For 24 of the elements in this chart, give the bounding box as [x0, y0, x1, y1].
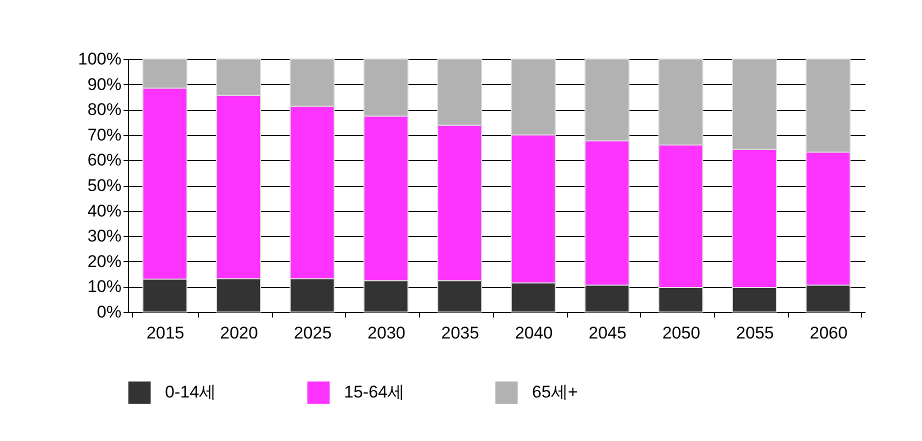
y-tick-label: 50% — [87, 176, 122, 195]
legend-label: 0-14세 — [165, 382, 216, 402]
x-tick-label: 2040 — [514, 324, 553, 342]
y-tick-label: 0% — [96, 302, 122, 322]
x-tick-label: 2035 — [441, 324, 480, 342]
x-tick-label: 2025 — [294, 324, 332, 342]
x-tick-label: 2050 — [662, 324, 700, 342]
x-tick-label: 2060 — [810, 324, 848, 342]
y-tick-label: 90% — [87, 74, 122, 94]
x-tick-label: 2045 — [588, 324, 626, 342]
y-tick-label: 40% — [87, 201, 122, 220]
y-tick-label: 20% — [87, 252, 122, 271]
y-tick-label: 80% — [87, 100, 122, 120]
x-tick-label: 2055 — [736, 324, 774, 342]
y-tick-label: 100% — [78, 50, 122, 68]
legend-label: 15-64세 — [344, 382, 404, 402]
y-tick-label: 10% — [87, 277, 122, 296]
x-tick-label: 2015 — [146, 324, 184, 342]
y-tick-label: 60% — [87, 150, 122, 170]
legend-label: 65세+ — [532, 382, 578, 402]
y-tick-label: 30% — [87, 226, 122, 246]
x-tick-label: 2020 — [220, 324, 258, 342]
y-tick-label: 70% — [87, 125, 122, 144]
x-tick-label: 2030 — [368, 324, 406, 342]
